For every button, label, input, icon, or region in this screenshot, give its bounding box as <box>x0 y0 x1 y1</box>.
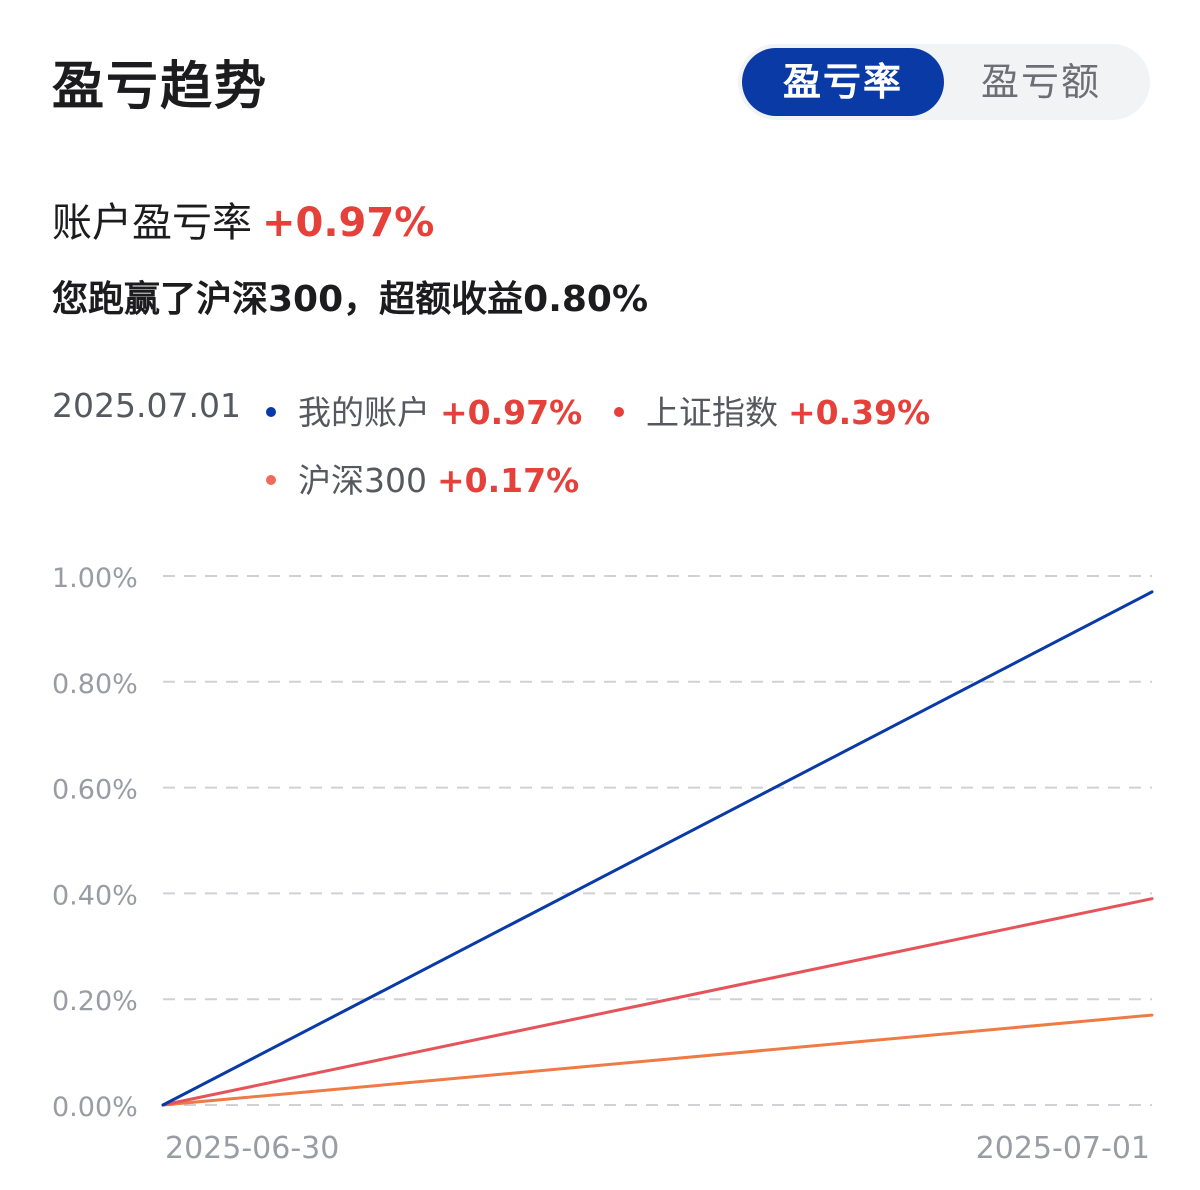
tab-profit-rate[interactable]: 盈亏率 <box>742 48 944 116</box>
page-title: 盈亏趋势 <box>52 57 269 117</box>
y-tick-label: 0.40% <box>52 880 138 911</box>
tab-profit-amount[interactable]: 盈亏额 <box>980 60 1101 104</box>
legend-name-account: 我的账户 <box>298 393 430 432</box>
account-rate-label: 账户盈亏率 <box>52 200 252 246</box>
y-tick-label: 1.00% <box>52 563 138 594</box>
legend-value-account: +0.97% <box>440 393 583 432</box>
profit-rate-line-chart: 1.00% 0.80% 0.60% 0.40% 0.20% 0.00% 2025-06-30… <box>52 563 1154 1166</box>
series-line <box>161 1013 1154 1107</box>
y-tick-label: 0.00% <box>52 1092 138 1123</box>
y-tick-label: 0.60% <box>52 775 138 806</box>
x-tick-label: 2025-07-01 <box>976 1131 1150 1166</box>
y-tick-label: 0.20% <box>52 986 138 1017</box>
account-rate-value: +0.97% <box>262 200 435 246</box>
legend-dot-account <box>266 406 276 417</box>
legend-value-csi300: +0.17% <box>437 461 580 500</box>
series-line <box>161 897 1154 1107</box>
legend-dot-sse <box>614 406 624 417</box>
legend-dot-csi300 <box>266 474 276 485</box>
series-line <box>161 590 1154 1107</box>
excess-return-note: 您跑赢了沪深300，超额收益0.80% <box>52 279 649 320</box>
legend-value-sse: +0.39% <box>788 393 931 432</box>
legend-name-sse: 上证指数 <box>646 393 778 432</box>
legend-item-sse: 上证指数 +0.39% <box>614 386 930 434</box>
x-tick-label: 2025-06-30 <box>165 1131 339 1166</box>
account-rate-summary: 账户盈亏率 +0.97% <box>52 190 434 248</box>
legend-item-csi300: 沪深300 +0.17% <box>266 454 579 502</box>
legend-date: 2025.07.01 <box>52 386 241 425</box>
legend-item-account: 我的账户 +0.97% <box>266 386 582 434</box>
legend-name-csi300: 沪深300 <box>298 461 427 500</box>
metric-toggle: 盈亏率 盈亏额 <box>738 44 1150 120</box>
y-tick-label: 0.80% <box>52 669 138 700</box>
